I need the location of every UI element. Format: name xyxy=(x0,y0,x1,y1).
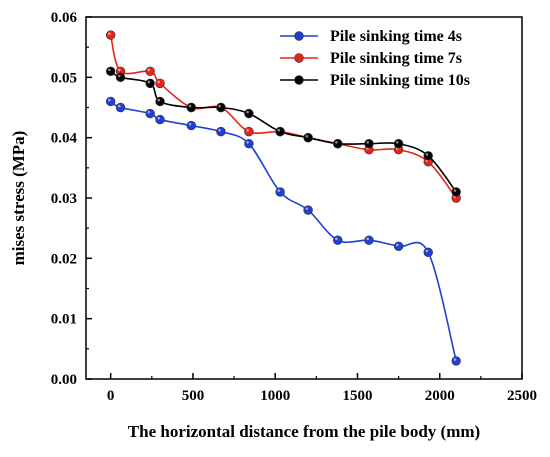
data-point xyxy=(244,108,254,119)
data-point-highlight xyxy=(157,116,161,120)
y-tick-label: 0.05 xyxy=(51,70,77,86)
x-axis: 0 500 1000 1500 2000 2500 xyxy=(107,373,537,404)
data-point xyxy=(275,187,285,197)
data-point-highlight xyxy=(425,249,429,253)
data-point xyxy=(155,96,165,107)
legend-marker-series-2 xyxy=(294,53,304,63)
y-axis: 0.00 0.01 0.02 0.03 0.04 0.05 0.06 xyxy=(51,10,92,388)
data-point xyxy=(145,108,155,119)
y-tick-label: 0.00 xyxy=(51,372,77,388)
data-point xyxy=(145,66,155,77)
data-point xyxy=(393,241,404,251)
series-group-3 xyxy=(105,66,461,197)
x-axis-title: The horizontal distance from the pile bo… xyxy=(128,422,480,441)
data-point-highlight xyxy=(366,141,369,144)
data-point-highlight xyxy=(246,141,249,144)
legend-label-series-3: Pile sinking time 10s xyxy=(330,72,470,89)
data-point-highlight xyxy=(425,153,429,156)
series-line-1 xyxy=(110,100,457,362)
legend-label-series-2: Pile sinking time 7s xyxy=(330,50,462,67)
series-layer xyxy=(105,30,461,366)
data-point xyxy=(216,126,226,137)
data-point-highlight xyxy=(335,141,338,144)
data-point-highlight xyxy=(188,122,192,126)
data-point xyxy=(145,78,155,89)
data-point-highlight xyxy=(305,134,309,138)
data-point xyxy=(105,66,116,77)
data-point xyxy=(186,120,196,131)
data-point xyxy=(244,126,254,137)
data-point-highlight xyxy=(396,141,399,144)
legend-marker-series-1 xyxy=(294,31,304,41)
data-point xyxy=(423,247,433,258)
y-tick-label: 0.04 xyxy=(51,131,78,147)
data-point xyxy=(393,139,404,149)
data-point xyxy=(105,96,116,107)
data-point-highlight xyxy=(396,243,399,247)
data-point-highlight xyxy=(108,68,111,72)
data-point-highlight xyxy=(335,237,338,241)
legend-label-series-1: Pile sinking time 4s xyxy=(330,28,462,45)
data-point xyxy=(186,102,196,113)
data-point-highlight xyxy=(277,128,281,132)
data-point xyxy=(451,187,461,197)
data-point xyxy=(303,205,313,215)
data-point-highlight xyxy=(366,237,369,241)
data-point xyxy=(333,139,343,149)
data-point-highlight xyxy=(218,128,221,132)
data-point xyxy=(303,132,313,143)
data-point-highlight xyxy=(453,358,457,361)
data-point xyxy=(364,235,374,245)
data-point-highlight xyxy=(246,110,249,114)
data-point-highlight xyxy=(147,80,151,84)
data-point xyxy=(216,102,226,113)
data-point-highlight xyxy=(218,104,221,108)
legend-entry: Pile sinking time 4s xyxy=(280,28,462,45)
data-point-highlight xyxy=(157,98,161,102)
data-point xyxy=(105,30,116,40)
data-point xyxy=(155,114,165,125)
data-point-highlight xyxy=(188,104,192,108)
x-tick-label: 1500 xyxy=(342,388,372,404)
x-tick-label: 0 xyxy=(107,388,115,404)
y-tick-label: 0.03 xyxy=(51,191,77,207)
data-point-highlight xyxy=(453,189,457,192)
y-axis-title: mises stress (MPa) xyxy=(9,131,28,266)
data-point xyxy=(155,78,165,89)
legend-entry: Pile sinking time 7s xyxy=(280,50,462,67)
data-point-highlight xyxy=(108,32,111,35)
data-point xyxy=(333,235,343,245)
data-point-highlight xyxy=(305,207,309,210)
legend-marker-series-3 xyxy=(294,75,304,85)
data-point xyxy=(451,356,461,366)
data-point-highlight xyxy=(246,128,249,132)
data-point-highlight xyxy=(147,110,151,114)
legend-entry: Pile sinking time 10s xyxy=(280,72,470,89)
x-tick-label: 2500 xyxy=(507,388,537,404)
data-point-highlight xyxy=(108,98,111,102)
data-point xyxy=(364,139,374,149)
legend: Pile sinking time 4s Pile sinking time 7… xyxy=(280,28,470,89)
y-tick-label: 0.01 xyxy=(51,312,77,328)
data-point-highlight xyxy=(117,68,121,72)
x-tick-label: 1000 xyxy=(260,388,290,404)
data-point-highlight xyxy=(117,74,121,78)
data-point xyxy=(423,151,433,161)
data-point-highlight xyxy=(117,104,121,108)
data-point-highlight xyxy=(277,189,281,192)
data-point xyxy=(244,139,254,149)
y-tick-label: 0.02 xyxy=(51,251,77,267)
data-point xyxy=(275,126,285,137)
x-tick-label: 2000 xyxy=(425,388,455,404)
x-tick-label: 500 xyxy=(182,388,205,404)
data-point xyxy=(115,72,126,83)
series-group-1 xyxy=(105,96,461,366)
data-point xyxy=(115,102,126,113)
data-point-highlight xyxy=(147,68,151,72)
y-tick-label: 0.06 xyxy=(51,10,78,26)
data-point-highlight xyxy=(157,80,161,84)
